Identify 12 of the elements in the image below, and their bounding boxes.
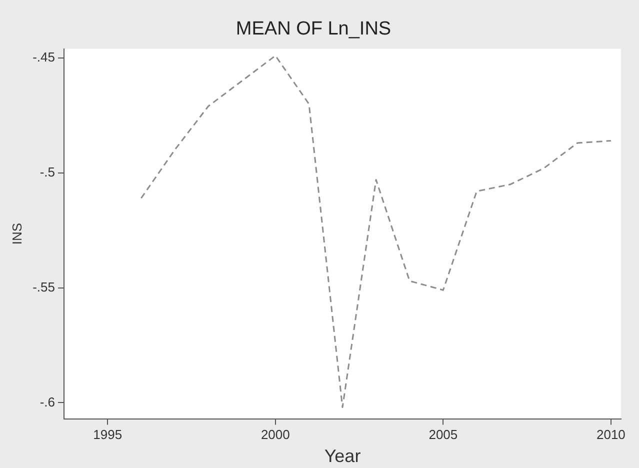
x-tick-label: 2000 [260, 427, 290, 442]
x-axis-title: Year [324, 446, 361, 466]
x-tick-label: 2010 [596, 427, 626, 442]
chart-title: MEAN OF Ln_INS [236, 18, 392, 40]
line-series [140, 54, 612, 408]
y-tick-label: -.45 [32, 50, 55, 65]
y-axis-title: INS [9, 222, 24, 245]
x-tick-label: 2005 [428, 427, 458, 442]
y-tick-label: -.6 [40, 394, 55, 410]
x-tick-label: 1995 [93, 427, 122, 442]
y-tick-label: -.5 [40, 164, 55, 180]
y-tick-label: -.55 [32, 279, 55, 294]
